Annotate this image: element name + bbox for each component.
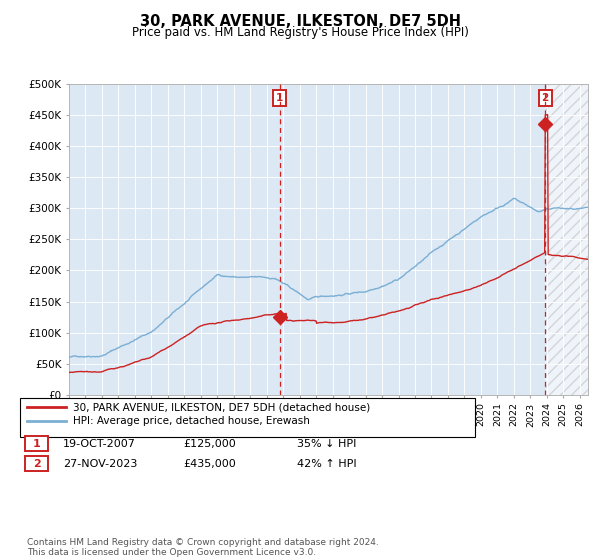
Text: 19-OCT-2007: 19-OCT-2007	[63, 438, 136, 449]
Text: 30, PARK AVENUE, ILKESTON, DE7 5DH: 30, PARK AVENUE, ILKESTON, DE7 5DH	[139, 14, 461, 29]
Text: HPI: Average price, detached house, Erewash: HPI: Average price, detached house, Erew…	[73, 416, 310, 426]
Text: Price paid vs. HM Land Registry's House Price Index (HPI): Price paid vs. HM Land Registry's House …	[131, 26, 469, 39]
Text: 42% ↑ HPI: 42% ↑ HPI	[297, 459, 356, 469]
Text: 2: 2	[33, 459, 40, 469]
Text: £125,000: £125,000	[183, 438, 236, 449]
Text: 1: 1	[33, 438, 40, 449]
Text: £435,000: £435,000	[183, 459, 236, 469]
Bar	[545, 84, 588, 395]
Text: 35% ↓ HPI: 35% ↓ HPI	[297, 438, 356, 449]
Text: Contains HM Land Registry data © Crown copyright and database right 2024.
This d: Contains HM Land Registry data © Crown c…	[27, 538, 379, 557]
Text: 1: 1	[276, 93, 284, 103]
Text: 30, PARK AVENUE, ILKESTON, DE7 5DH (detached house): 30, PARK AVENUE, ILKESTON, DE7 5DH (deta…	[73, 402, 370, 412]
Text: 2: 2	[542, 93, 549, 103]
Text: 27-NOV-2023: 27-NOV-2023	[63, 459, 137, 469]
